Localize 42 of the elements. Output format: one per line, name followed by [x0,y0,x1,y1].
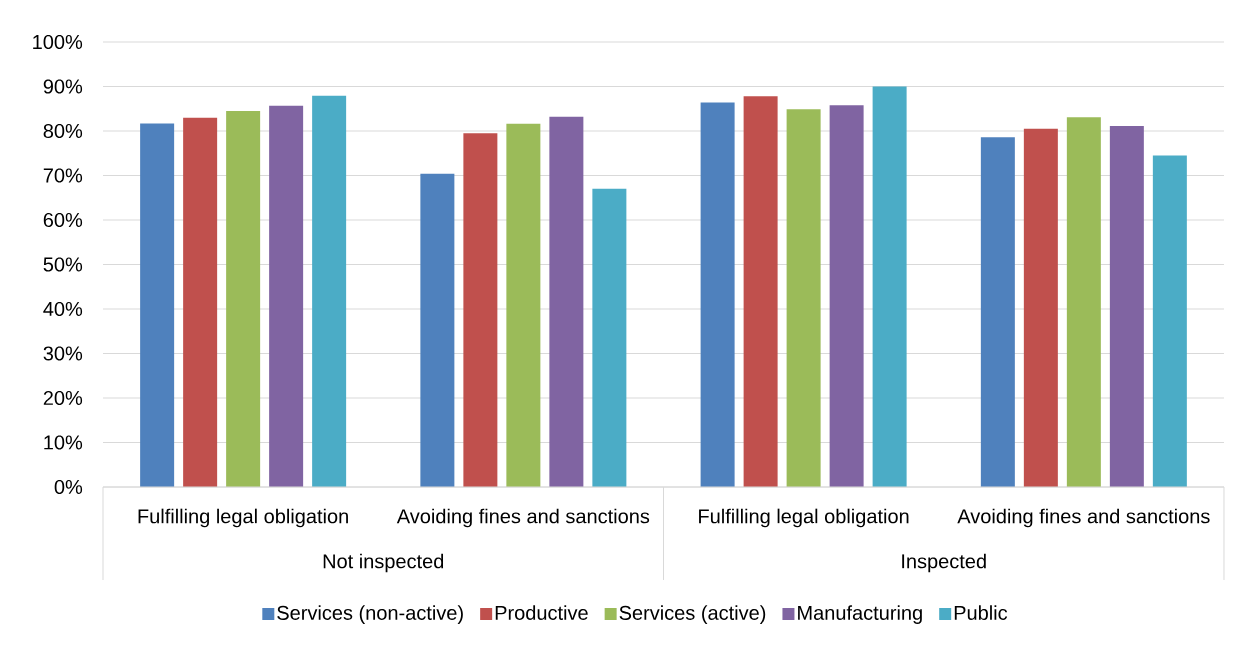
bar [1023,128,1058,487]
bar [786,109,821,487]
y-tick-label: 40% [43,301,83,317]
y-tick-label: 90% [43,79,83,94]
y-tick-label: 50% [43,257,83,272]
bar [980,137,1015,487]
text: Inspected [902,553,986,573]
bar [829,105,864,487]
bar [1109,126,1144,487]
y-tick-label: 60% [43,212,83,228]
bar [700,102,735,487]
legend-label: Public [954,605,1008,620]
x-tick-label: Fulfilling legal obligation [138,508,348,528]
legend-label: Services (active) [619,605,766,624]
bar [592,188,627,487]
y-tick-label: 0% [54,479,83,495]
bar [549,116,584,487]
bar [140,123,175,487]
y-tick-label: 100% [33,34,83,50]
x-tick-label: Fulfilling legal obligation [699,508,909,528]
bar [743,96,778,487]
legend-label: Services (non-active) [277,605,463,624]
bar [269,105,304,487]
x-tick-label: Avoiding fines and sanctions [957,508,1210,528]
bar [463,133,498,487]
bar [1152,155,1187,487]
y-tick-label: 10% [44,435,83,450]
bar [226,110,261,487]
bar [1066,117,1101,487]
y-tick-label: 70% [43,168,83,183]
bar [420,173,455,487]
bar [506,123,541,487]
text: Not inspected [323,553,444,573]
bar [872,86,907,487]
legend-label: Productive [495,605,588,620]
y-tick-label: 30% [43,346,83,361]
x-tick-label: Avoiding fines and sanctions [396,508,650,528]
y-tick-label: 80% [43,123,83,139]
bar [312,95,347,487]
legend-label: Manufacturing [798,605,922,624]
bar [183,117,218,487]
y-tick-label: 20% [43,390,83,406]
